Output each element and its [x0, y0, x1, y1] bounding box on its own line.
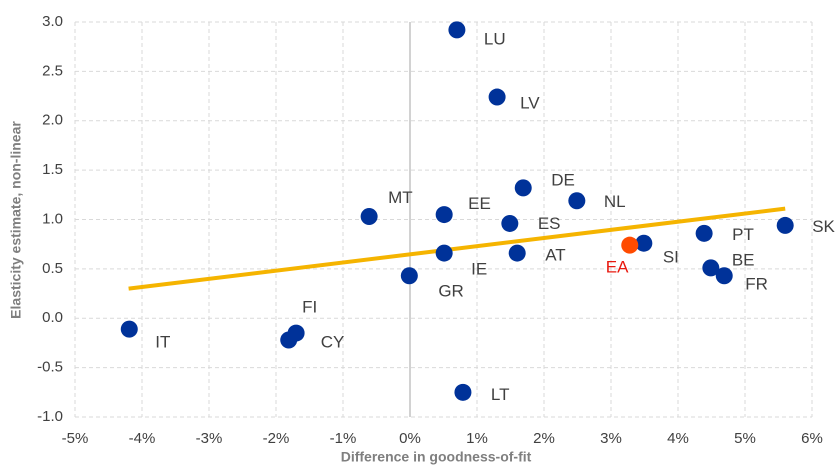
data-point [508, 244, 526, 262]
point-label: FR [745, 274, 768, 293]
x-tick-label: 0% [399, 430, 421, 447]
y-tick-label: 2.0 [42, 112, 63, 129]
data-point [435, 206, 453, 224]
data-point [621, 236, 639, 254]
y-tick-label: 0.5 [42, 260, 63, 277]
x-tick-label: -2% [263, 430, 290, 447]
point-label: ES [538, 214, 561, 233]
data-point [514, 179, 532, 197]
data-point [448, 21, 466, 39]
x-tick-label: 2% [533, 430, 555, 447]
point-label: LU [484, 29, 506, 48]
x-tick-label: 4% [667, 430, 689, 447]
point-label: NL [604, 192, 626, 211]
point-label: CY [321, 332, 345, 351]
point-label: IT [155, 333, 170, 352]
x-tick-label: 6% [801, 430, 823, 447]
point-label: FI [302, 298, 317, 317]
point-label: GR [438, 281, 464, 300]
point-label: SI [663, 248, 679, 267]
y-tick-label: 0.0 [42, 309, 63, 326]
data-point [454, 383, 472, 401]
point-label: PT [732, 225, 754, 244]
data-point [360, 208, 378, 226]
data-point [501, 214, 519, 232]
x-tick-label: 1% [466, 430, 488, 447]
data-point [568, 192, 586, 210]
point-label: DE [551, 170, 575, 189]
point-label: EA [606, 258, 629, 277]
point-label: EE [468, 194, 491, 213]
data-point [635, 234, 653, 252]
data-point [702, 259, 720, 277]
y-tick-label: -0.5 [37, 359, 63, 376]
point-label: LT [491, 385, 510, 404]
x-tick-label: -4% [129, 430, 156, 447]
point-label: LV [520, 94, 540, 113]
point-label: MT [388, 188, 413, 207]
data-point [488, 88, 506, 106]
x-axis-title: Difference in goodness-of-fit [341, 449, 532, 465]
trendline [128, 206, 786, 291]
x-tick-label: 3% [600, 430, 622, 447]
x-tick-label: -1% [330, 430, 357, 447]
y-tick-label: 3.0 [42, 13, 63, 30]
data-point [280, 331, 298, 349]
data-point [715, 267, 733, 285]
x-tick-label: -5% [62, 430, 89, 447]
point-label: AT [545, 246, 565, 265]
data-point [400, 267, 418, 285]
data-point [435, 244, 453, 262]
y-tick-label: 1.0 [42, 210, 63, 227]
y-tick-label: -1.0 [37, 408, 63, 425]
x-tick-label: 5% [734, 430, 756, 447]
y-axis-title: Elasticity estimate, non-linear [8, 121, 24, 319]
data-point [776, 216, 794, 234]
point-label: IE [471, 260, 487, 279]
data-point [695, 224, 713, 242]
point-label: SK [812, 217, 835, 236]
y-tick-label: 2.5 [42, 62, 63, 79]
x-tick-label: -3% [196, 430, 223, 447]
data-point [120, 320, 138, 338]
point-label: BE [732, 250, 755, 269]
y-tick-label: 1.5 [42, 161, 63, 178]
